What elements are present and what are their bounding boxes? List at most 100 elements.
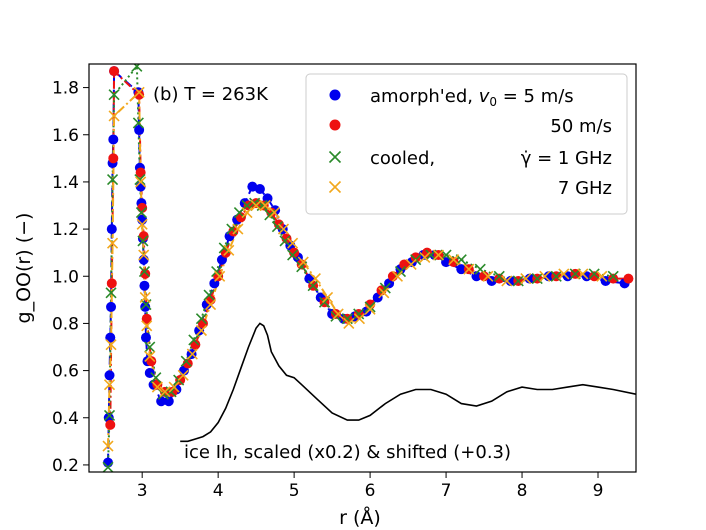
series-3-point <box>463 263 475 275</box>
series-3-point <box>297 256 309 268</box>
series-3-point <box>577 268 589 280</box>
series-2-point <box>106 173 119 186</box>
series-2-point <box>607 270 619 282</box>
series-3-point <box>405 258 417 271</box>
series-2-point <box>103 409 116 421</box>
legend: amorph'ed, v0 = 5 m/s 50 m/s cooled, γ̇ … <box>305 73 628 215</box>
series-1-point <box>141 313 152 324</box>
legend-marker <box>329 119 341 131</box>
series-1-point <box>608 273 619 284</box>
series-2-point <box>364 301 376 313</box>
series-1-point <box>494 273 505 284</box>
series-2-point <box>588 268 600 280</box>
legend-entry-orange-label: 7 GHz <box>558 178 612 199</box>
series-3-point <box>277 223 290 235</box>
series-3-point <box>159 386 171 398</box>
x-tick-label: 9 <box>593 481 604 501</box>
series-3-point <box>378 287 390 299</box>
series-3-point <box>321 291 334 304</box>
panel-label: (b) T = 263K <box>153 84 269 105</box>
series-3-point <box>195 324 208 337</box>
series-1-point <box>108 153 119 164</box>
series-3-point <box>139 291 151 304</box>
series-3-point <box>106 237 119 249</box>
series-1-point <box>399 259 410 270</box>
y-tick-label: 0.4 <box>52 409 79 429</box>
legend-entry-blue-label: amorph'ed, v0 = 5 m/s <box>370 86 574 109</box>
y-tick-label: 1.0 <box>52 267 79 287</box>
series-2-point <box>287 249 299 261</box>
series-1-point <box>109 66 120 77</box>
x-tick-label: 8 <box>517 481 528 501</box>
series-3-point <box>268 207 280 219</box>
series-2-point <box>271 221 283 233</box>
series-3-point <box>343 317 355 329</box>
x-tick-label: 5 <box>289 481 300 501</box>
y-tick-label: 1.6 <box>52 126 79 146</box>
plot-layer <box>102 64 636 472</box>
series-3-point <box>138 249 150 261</box>
x-tick-label: 7 <box>441 481 452 501</box>
series-0-point <box>254 183 265 194</box>
legend-entry-red-label: 50 m/s <box>550 116 612 137</box>
series-2-point <box>138 265 151 278</box>
series-2-point <box>550 270 562 282</box>
series-1-point <box>479 271 490 282</box>
series-2-point <box>188 334 200 346</box>
series-3-point <box>214 270 226 282</box>
series-3-point <box>287 237 299 249</box>
series-1-point <box>167 386 178 397</box>
series-3-point <box>232 223 244 235</box>
series-2-point <box>203 289 215 301</box>
series-3-point <box>108 110 120 122</box>
series-2-point <box>102 461 114 472</box>
series-0-point <box>138 254 149 265</box>
series-2-point <box>134 173 146 186</box>
series-2-point <box>279 235 291 247</box>
series-1-point <box>330 308 341 319</box>
y-axis-label: g_OO(r) (−) <box>13 213 35 324</box>
series-3-point <box>353 313 366 325</box>
series-0-point <box>105 332 116 343</box>
series-1-point <box>589 271 600 282</box>
y-tick-label: 1.8 <box>52 79 79 99</box>
series-1-point <box>623 273 634 284</box>
series-2-point <box>144 341 156 353</box>
series-3-point <box>135 176 147 188</box>
legend-entry-green-label: cooled, <box>370 148 435 169</box>
series-3-point <box>223 244 235 256</box>
series-3-point <box>309 273 321 285</box>
x-tick-label: 4 <box>213 481 224 501</box>
series-0-point <box>543 271 554 282</box>
ice-curve-label: ice Ih, scaled (x0.2) & shifted (+0.3) <box>184 442 511 463</box>
series-1-point <box>146 356 157 367</box>
series-0-point <box>134 125 145 136</box>
series-3-point <box>136 218 148 230</box>
series-0-point <box>456 264 467 275</box>
series-3-point <box>241 207 253 219</box>
series-0-point <box>139 280 150 291</box>
series-3-point <box>177 369 189 381</box>
series-2-point <box>105 287 117 299</box>
series-2-point <box>512 275 524 287</box>
series-2-point <box>353 308 365 320</box>
series-2-point <box>195 313 208 325</box>
legend-box <box>305 73 628 215</box>
series-1-point <box>251 198 262 209</box>
series-3-point <box>419 251 431 263</box>
legend-marker <box>329 89 341 101</box>
legend-marker <box>328 150 342 164</box>
legend-marker <box>328 180 342 194</box>
series-3-point <box>105 339 117 351</box>
series-3-point <box>144 350 156 363</box>
series-3-point <box>520 273 532 285</box>
series-0-point <box>140 332 151 343</box>
series-0-point <box>106 224 117 235</box>
y-tick-label: 1.4 <box>52 173 79 193</box>
series-0-point <box>140 301 151 312</box>
legend-entry-green-rate: γ̇ = 1 GHz <box>521 148 612 169</box>
series-3-point <box>151 381 163 393</box>
ice-ih-curve <box>180 322 636 443</box>
series-2-point <box>132 117 144 129</box>
series-3-point <box>133 86 145 98</box>
